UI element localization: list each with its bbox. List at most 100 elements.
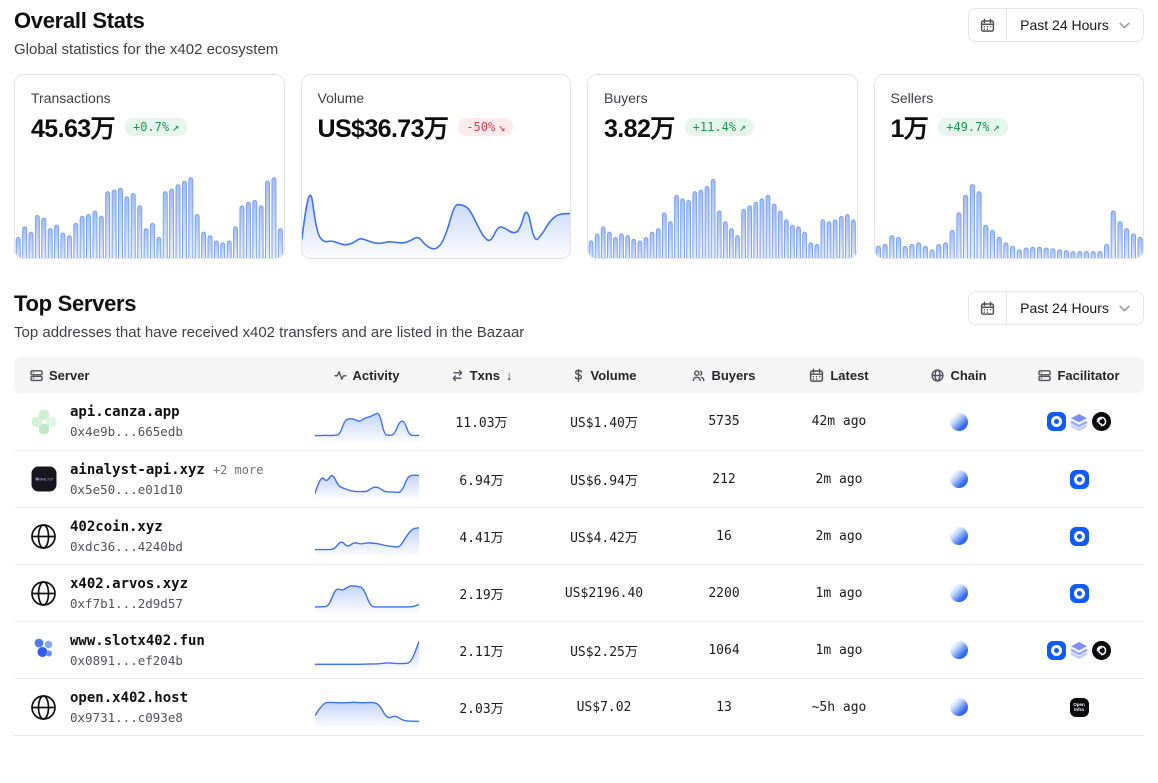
timeframe-label: Past 24 Hours (1020, 300, 1109, 316)
chain-cell (904, 527, 1014, 545)
chevron-down-icon (1119, 305, 1130, 312)
base-chain-icon (950, 584, 968, 602)
table-row[interactable]: x402.arvos.xyz 0xf7b1...2d9d57 2.19万 US$… (14, 564, 1144, 621)
dark-swirl-icon (1092, 640, 1111, 660)
coinbase-icon (1069, 526, 1089, 546)
svg-text:AINALYST: AINALYST (37, 478, 53, 482)
sort-desc-icon: ↓ (505, 367, 513, 383)
activity-sparkline (304, 402, 429, 442)
stat-label: Buyers (604, 90, 648, 106)
txns-value: 2.19万 (459, 587, 504, 603)
chain-cell (904, 698, 1014, 716)
openinfra-icon: Open Infra (1069, 697, 1089, 717)
column-header-buyers[interactable]: Buyers (674, 368, 774, 383)
activity-icon (333, 369, 347, 382)
server-name: open.x402.host (70, 689, 189, 706)
server-name: x402.arvos.xyz (70, 575, 189, 592)
server-address: 0xf7b1...2d9d57 (70, 595, 183, 611)
latest-value: 42m ago (811, 414, 867, 429)
column-label: Volume (590, 367, 637, 383)
stat-card: Sellers 1万 +49.7% ↗ (873, 74, 1144, 259)
latest-value: 1m ago (815, 585, 863, 601)
top-servers-table: Server Activity Txns ↓ Volume Buyers Latest Cha… (14, 357, 1144, 736)
server-name: api.canza.app (70, 404, 180, 420)
base-chain-icon (950, 641, 968, 659)
column-label: Chain (950, 367, 987, 383)
column-label: Server (49, 367, 90, 383)
coinbase-icon (1047, 640, 1066, 660)
activity-sparkline (304, 573, 429, 613)
stat-sparkline (588, 162, 857, 258)
chain-cell (904, 470, 1014, 488)
dollar-icon (572, 368, 585, 382)
stat-sparkline (301, 162, 570, 258)
buyers-value: 212 (712, 471, 736, 487)
timeframe-selector-servers: Past 24 Hours (968, 291, 1144, 325)
server-address: 0x0891...ef204b (70, 652, 183, 668)
server-name: www.slotx402.fun (70, 632, 205, 649)
globe-logo (30, 523, 57, 550)
timeframe-dropdown[interactable]: Past 24 Hours (1007, 292, 1143, 324)
stat-label: Sellers (890, 90, 934, 106)
column-header-volume[interactable]: Volume (534, 368, 674, 383)
calendar-icon (980, 18, 995, 33)
column-header-latest[interactable]: Latest (774, 368, 904, 383)
stat-value: 3.82万 (604, 115, 675, 143)
facilitator-cell (1014, 526, 1144, 546)
column-header-server[interactable]: Server (14, 368, 304, 383)
chain-cell (904, 412, 1014, 431)
facilitator-cell (1014, 583, 1144, 603)
section-subtitle: Top addresses that have received x402 tr… (14, 324, 525, 341)
canza-logo (30, 408, 57, 435)
server-extra: +2 more (212, 462, 264, 477)
column-label: Facilitator (1057, 367, 1120, 383)
page-title: Overall Stats (14, 8, 145, 33)
stat-card: Buyers 3.82万 +11.4% ↗ (587, 74, 858, 259)
section-title: Top Servers (14, 291, 137, 316)
stat-change-badge: +49.7% ↗ (938, 118, 1008, 136)
buyers-value: 2200 (708, 585, 740, 601)
globe-logo (30, 580, 57, 607)
column-header-activity[interactable]: Activity (304, 368, 429, 383)
chain-cell (904, 584, 1014, 602)
layers-icon (1069, 412, 1089, 432)
server-address: 0x4e9b...665edb (70, 424, 183, 439)
trend-arrow-icon: ↗ (172, 120, 180, 134)
users-icon (692, 369, 705, 382)
ainalyst-logo: AINALYST (30, 466, 57, 493)
volume-value: US$1.40万 (570, 416, 638, 431)
timeframe-dropdown[interactable]: Past 24 Hours (1007, 9, 1143, 41)
base-chain-icon (950, 527, 968, 545)
buyers-value: 1064 (708, 642, 740, 658)
table-body: api.canza.app 0x4e9b...665edb 11.03万 US$… (14, 393, 1144, 735)
stat-change-badge: -50% ↘ (458, 118, 514, 136)
txns-value: 4.41万 (459, 530, 504, 546)
calendar-button[interactable] (969, 292, 1007, 324)
column-header-chain[interactable]: Chain (904, 368, 1014, 383)
table-row[interactable]: api.canza.app 0x4e9b...665edb 11.03万 US$… (14, 393, 1144, 450)
column-label: Buyers (711, 367, 756, 383)
overall-stats-header: Overall Stats Global statistics for the … (14, 0, 1144, 58)
chevron-down-icon (1119, 22, 1130, 29)
activity-sparkline (304, 687, 429, 727)
table-row[interactable]: www.slotx402.fun 0x0891...ef204b 2.11万 U… (14, 621, 1144, 678)
table-row[interactable]: AINALYST ainalyst-api.xyz +2 more 0x5e50… (14, 450, 1144, 507)
layers-icon (1069, 640, 1089, 660)
table-row[interactable]: open.x402.host 0x9731...c093e8 2.03万 US$… (14, 678, 1144, 735)
table-row[interactable]: 402coin.xyz 0xdc36...4240bd 4.41万 US$4.4… (14, 507, 1144, 564)
stat-change-badge: +0.7% ↗ (124, 118, 188, 136)
trend-arrow-icon: ↗ (992, 120, 1000, 134)
slotx-logo (30, 637, 57, 664)
stat-value: 1万 (890, 115, 929, 143)
server-name: 402coin.xyz (70, 518, 163, 535)
coinbase-icon (1047, 412, 1066, 431)
stat-card: Transactions 45.63万 +0.7% ↗ (14, 74, 285, 259)
top-servers-header: Top Servers Top addresses that have rece… (14, 283, 1144, 341)
facilitator-cell: Open Infra (1014, 697, 1144, 717)
stat-value: 45.63万 (31, 115, 116, 143)
column-header-facilitator[interactable]: Facilitator (1014, 368, 1144, 383)
calendar-button[interactable] (969, 9, 1007, 41)
stat-sparkline (875, 162, 1144, 258)
column-header-txns[interactable]: Txns ↓ (429, 368, 534, 383)
page-subtitle: Global statistics for the x402 ecosystem (14, 41, 279, 58)
